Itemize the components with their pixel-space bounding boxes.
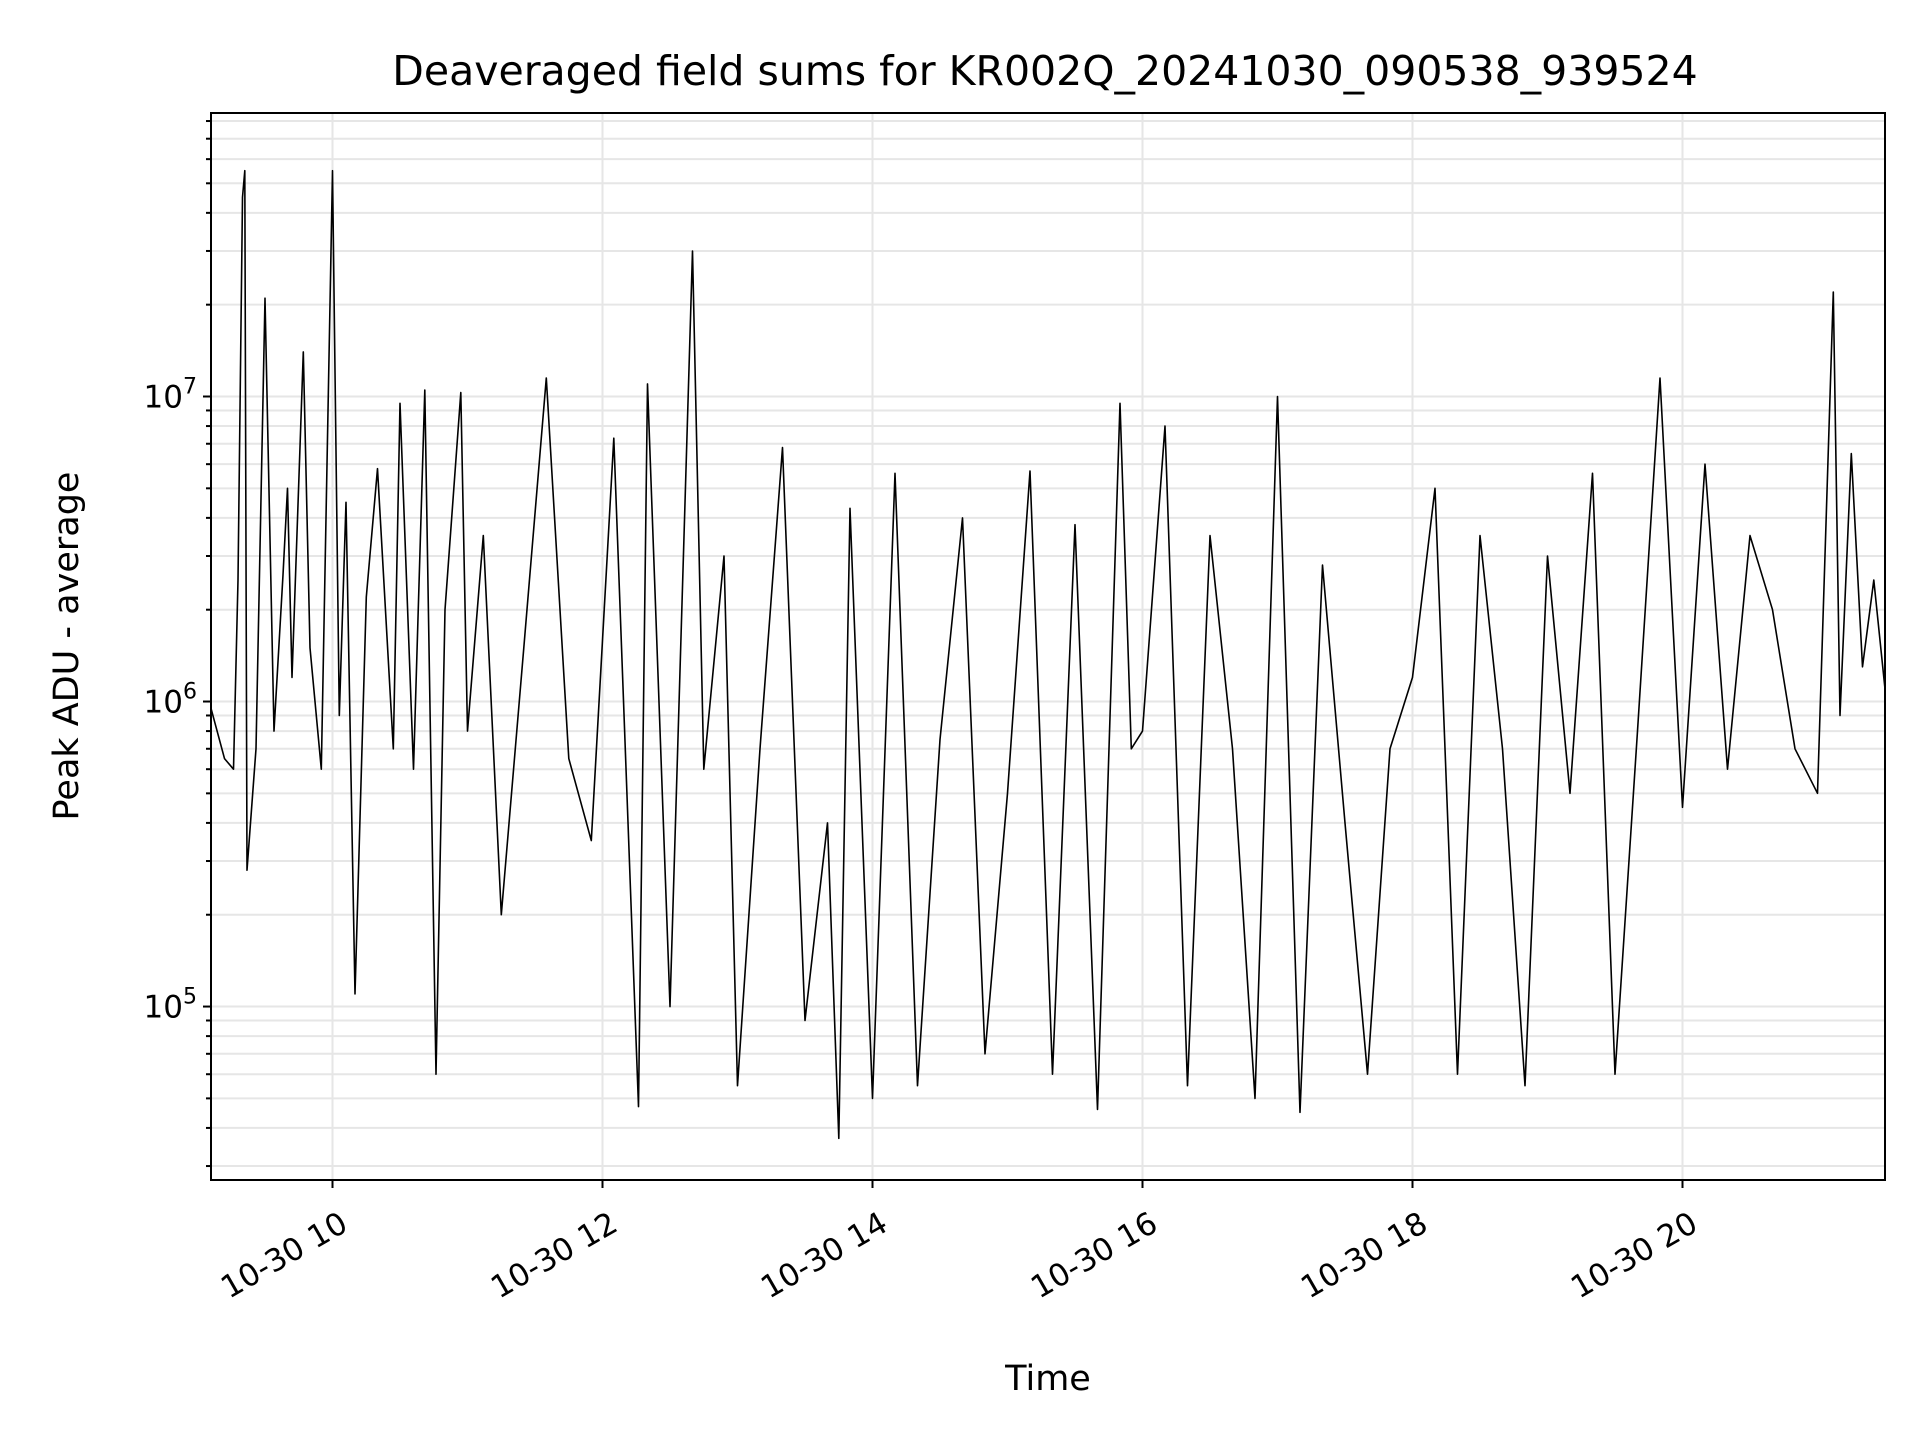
y-tick-label: 105	[144, 985, 197, 1026]
x-axis-label: Time	[1004, 1359, 1091, 1399]
plot-line	[210, 169, 1886, 1140]
grid	[211, 113, 1885, 1180]
series-line	[210, 169, 1886, 1140]
y-axis: 105 106 107	[144, 120, 211, 1168]
chart-title: Deaveraged field sums for KR002Q_2024103…	[392, 47, 1697, 95]
y-axis-label: Peak ADU - average	[47, 472, 87, 821]
y-tick-label: 107	[144, 374, 197, 415]
plot-frame	[210, 112, 1886, 1181]
y-tick-label: 106	[144, 680, 197, 721]
